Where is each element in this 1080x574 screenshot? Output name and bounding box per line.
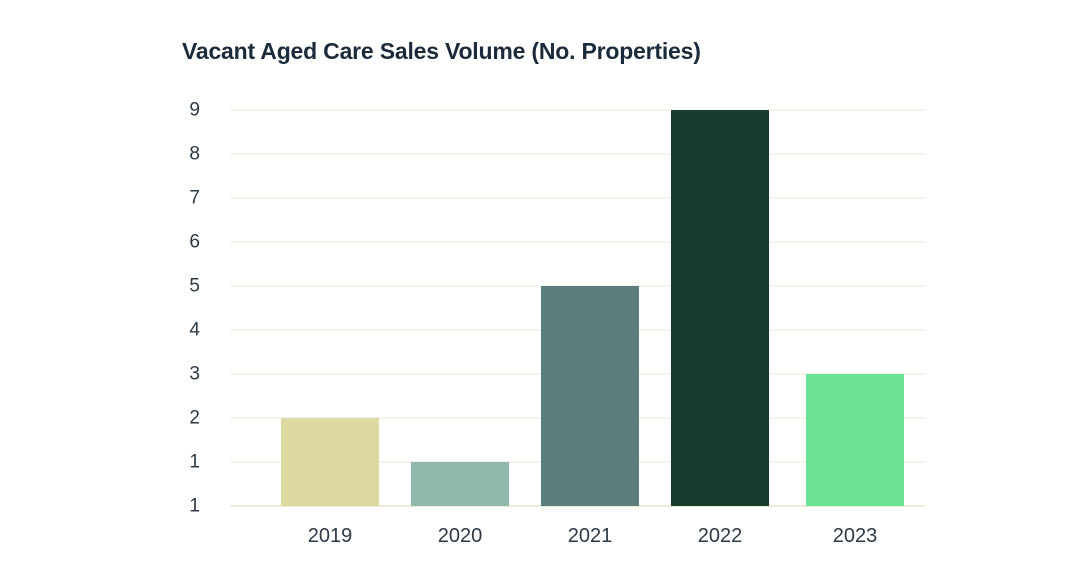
bar-2019 — [281, 418, 379, 506]
x-tick-label: 2019 — [308, 525, 353, 547]
y-tick-label: 1 — [189, 496, 200, 517]
y-tick-label: 4 — [189, 320, 200, 341]
bars — [281, 110, 904, 506]
y-tick-label: 5 — [189, 276, 200, 297]
y-tick-label: 6 — [189, 232, 200, 253]
y-tick-label: 9 — [189, 100, 200, 121]
x-axis-labels: 2019 2020 2021 2022 2023 — [308, 525, 878, 547]
chart-title: Vacant Aged Care Sales Volume (No. Prope… — [182, 38, 701, 64]
x-tick-label: 2022 — [698, 525, 743, 547]
x-tick-label: 2021 — [568, 525, 613, 547]
y-tick-label: 2 — [189, 408, 200, 429]
y-tick-label: 1 — [189, 452, 200, 473]
y-tick-label: 8 — [189, 144, 200, 165]
bar-2023 — [806, 374, 904, 506]
y-tick-label: 3 — [189, 364, 200, 385]
y-axis-ticks: 1 1 2 3 4 5 6 7 8 9 — [189, 100, 200, 517]
x-tick-label: 2023 — [833, 525, 878, 547]
x-tick-label: 2020 — [438, 525, 483, 547]
bar-2021 — [541, 286, 639, 506]
bar-2020 — [411, 462, 509, 506]
bar-2022 — [671, 110, 769, 506]
y-tick-label: 7 — [189, 188, 200, 209]
